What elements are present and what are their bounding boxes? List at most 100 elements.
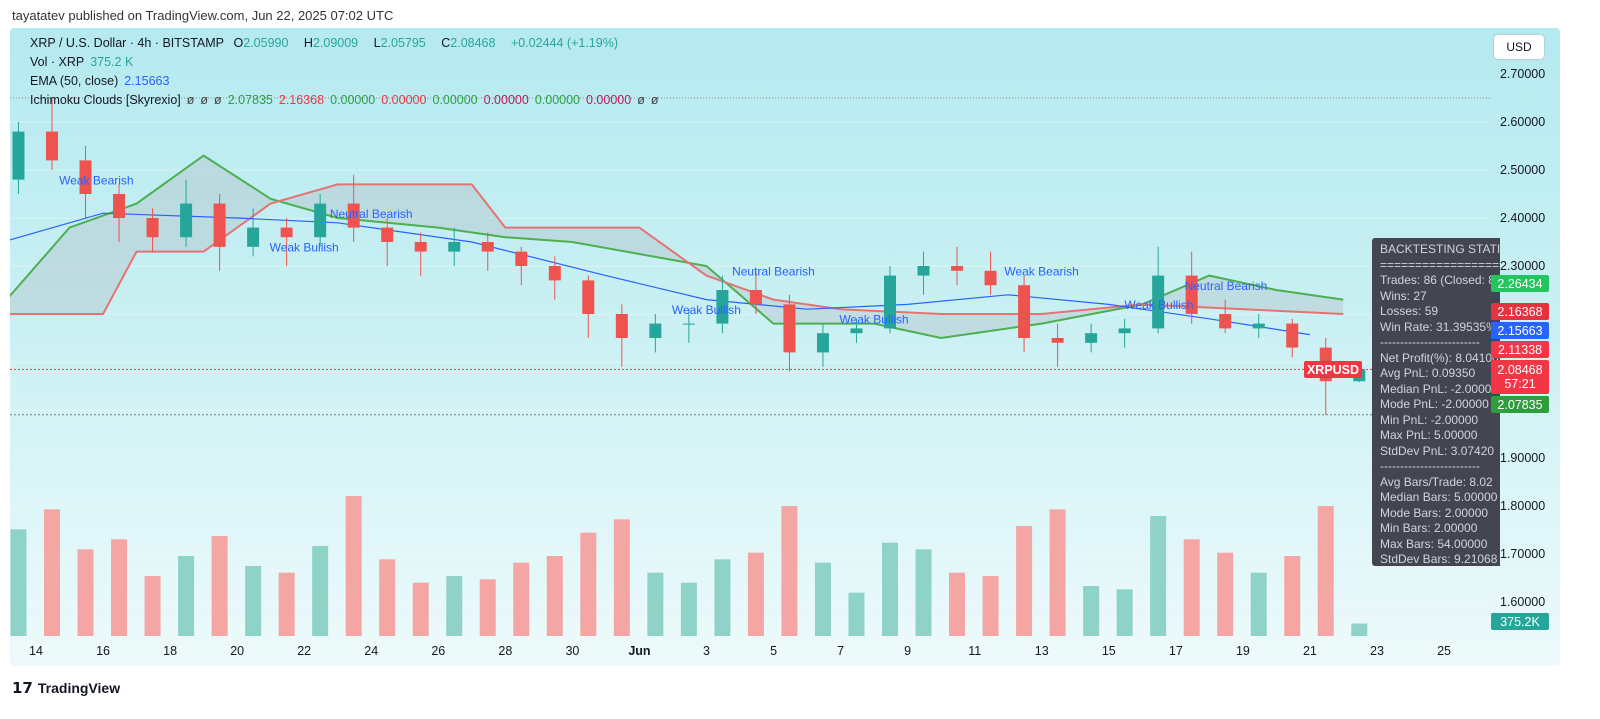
ichimoku-value: 2.07835	[227, 93, 273, 107]
candle-body	[314, 203, 327, 238]
ema-legend[interactable]: EMA (50, close) 2.15663	[30, 74, 175, 88]
volume-legend[interactable]: Vol · XRP 375.2 K	[30, 55, 139, 69]
candle-body	[884, 275, 896, 329]
stats-line: Mode Bars: 2.00000	[1380, 505, 1489, 520]
price-tick: 2.40000	[1500, 211, 1546, 225]
stats-line: Max PnL: 5.00000	[1380, 428, 1478, 442]
time-tick: 26	[431, 644, 446, 658]
candle-body	[548, 266, 561, 281]
price-chart[interactable]: Weak Bearish Weak Bullish Neutral Bearish N…	[10, 28, 1490, 666]
signal-label: Weak Bullish	[1124, 298, 1193, 312]
candle-body	[649, 323, 662, 338]
price-tick: 1.60000	[1500, 595, 1546, 609]
stats-line: Max Bars: 54.00000	[1380, 536, 1488, 551]
volume-bar	[111, 539, 128, 636]
volume-bar	[1016, 526, 1033, 636]
price-label: 2.08468 57:21	[1491, 360, 1549, 394]
signal-label: Weak Bullish	[672, 303, 741, 317]
volume-bar	[848, 592, 865, 636]
stats-line: Avg PnL: 0.09350	[1380, 366, 1476, 380]
signal-label: Weak Bearish	[1004, 265, 1078, 279]
ichimoku-value: 0.00000	[330, 93, 376, 107]
stats-line: StdDev PnL: 3.07420	[1380, 443, 1495, 458]
time-tick: 13	[1034, 644, 1049, 658]
time-tick: 17	[1168, 644, 1183, 658]
signal-label: Neutral Bearish	[330, 207, 413, 221]
time-tick: 15	[1101, 644, 1116, 658]
close-label: C	[441, 36, 451, 50]
span-b-line	[10, 183, 1344, 315]
time-tick: 19	[1235, 644, 1250, 658]
candle-body	[1018, 285, 1031, 338]
stats-line: Wins: 27	[1380, 288, 1427, 303]
stats-line: StdDev Bars: 9.21068	[1380, 552, 1498, 566]
candle-body	[850, 328, 863, 334]
volume-bar	[1150, 516, 1167, 636]
last-price: 2.08468	[1497, 363, 1543, 377]
time-tick: 3	[703, 644, 710, 658]
time-tick: 16	[96, 644, 110, 658]
price-tick: 1.70000	[1500, 547, 1546, 561]
candle-body	[1118, 328, 1131, 334]
candle-body	[448, 242, 461, 252]
ema-line	[10, 212, 1310, 336]
backtesting-stats-panel: BACKTESTING STATISTICS =================…	[1372, 238, 1500, 566]
ichimoku-value: ø	[637, 93, 645, 107]
ichimoku-legend[interactable]: Ichimoku Clouds [Skyrexio] ø ø ø 2.07835 2.16…	[30, 93, 670, 107]
volume-bar	[211, 536, 228, 636]
volume-bar	[882, 542, 898, 636]
volume-bar	[1049, 509, 1066, 636]
candle-body	[1286, 323, 1299, 348]
stats-line: Min Bars: 2.00000	[1380, 521, 1478, 535]
open-value: 2.05990	[243, 36, 289, 50]
price-tick: 1.80000	[1500, 499, 1546, 513]
stats-title: BACKTESTING STATISTICS	[1380, 242, 1500, 256]
time-tick: 28	[498, 644, 513, 658]
volume-bar	[479, 579, 496, 636]
ichimoku-value: 0.00000	[586, 93, 632, 107]
candle-body	[247, 227, 260, 247]
volume-bar	[1284, 556, 1301, 636]
candle-body	[12, 131, 25, 180]
price-label: 2.16368	[1491, 303, 1549, 320]
vol-label: Vol · XRP	[30, 55, 85, 69]
price-label: 2.11338	[1491, 341, 1549, 358]
price-label: 2.07835	[1491, 396, 1549, 413]
volume-bar	[144, 576, 161, 636]
ichimoku-value: ø	[200, 93, 209, 107]
volume-bar	[613, 519, 630, 636]
candle-body	[1085, 333, 1098, 343]
candle-body	[1252, 323, 1265, 329]
ichimoku-value: ø	[214, 93, 222, 107]
tradingview-logo[interactable]: 𝟭𝟳 TradingView	[12, 679, 120, 697]
candle-body	[1219, 314, 1232, 329]
currency-button[interactable]: USD	[1494, 35, 1544, 59]
candle-body	[481, 242, 494, 252]
time-tick: Jun	[628, 644, 651, 658]
volume-bar	[915, 549, 932, 636]
vol-value: 375.2 K	[90, 55, 134, 69]
candle-body	[682, 323, 695, 325]
candle-body	[180, 203, 193, 238]
volume-bar	[949, 572, 966, 636]
symbol-title[interactable]: XRP / U.S. Dollar · 4h · BITSTAMP	[30, 36, 225, 50]
candle-body	[1152, 275, 1165, 329]
signal-label: Weak Bullish	[270, 241, 339, 255]
stats-line: Median Bars: 5.00000	[1380, 490, 1498, 504]
time-tick: 22	[297, 644, 312, 658]
ichimoku-cloud	[10, 155, 1344, 338]
publisher-line: tayatatev published on TradingView.com, …	[12, 8, 394, 23]
volume-bar	[44, 509, 60, 636]
time-tick: 7	[837, 644, 845, 658]
volume-bar	[1083, 586, 1100, 636]
volume-bar	[814, 562, 831, 636]
time-tick: 20	[230, 644, 245, 658]
chart-pane[interactable]: Weak Bearish Weak Bullish Neutral Bearish N…	[10, 28, 1560, 666]
ema-value: 2.15663	[124, 74, 170, 88]
close-value: 2.08468	[450, 36, 496, 50]
ichimoku-value: 0.00000	[534, 93, 580, 107]
low-label: L	[373, 36, 381, 50]
volume-bar	[412, 582, 429, 636]
time-tick: 24	[364, 644, 379, 658]
change-value: +0.02444 (+1.19%)	[510, 36, 618, 50]
